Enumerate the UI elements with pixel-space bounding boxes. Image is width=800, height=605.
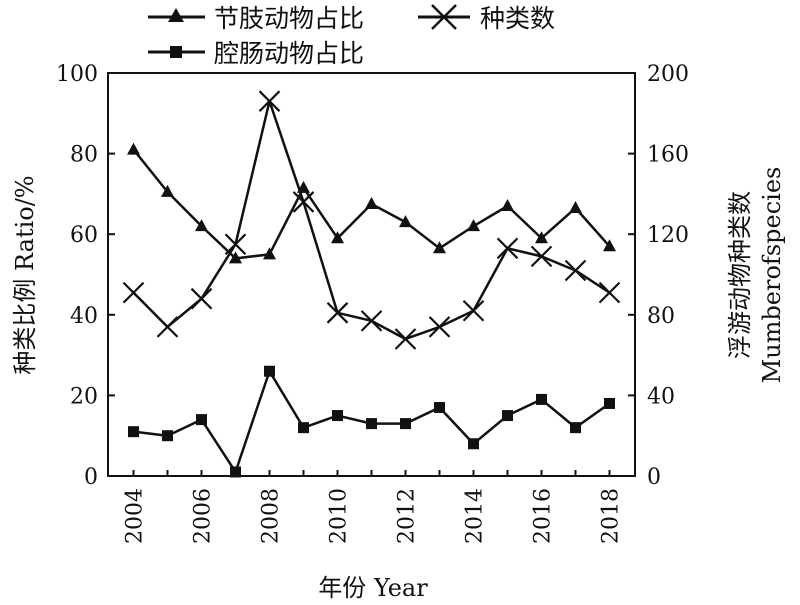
x-tick-label: 2010 — [327, 488, 352, 544]
point-square — [162, 430, 173, 442]
point-square — [570, 422, 581, 434]
x-tick-label: 2008 — [259, 488, 284, 544]
x-tick-label: 2014 — [463, 488, 488, 544]
y2-tick-label: 80 — [647, 304, 675, 329]
point-square — [502, 410, 513, 422]
y-tick-label: 80 — [70, 143, 98, 168]
point-square — [468, 438, 479, 450]
point-x — [496, 237, 519, 260]
y2-axis-label-cn: 浮游动物种类数 — [726, 191, 754, 359]
legend-label-arthropod: 节肢动物占比 — [214, 4, 364, 33]
legend-item-arthropod: 节肢动物占比 — [148, 4, 364, 33]
point-triangle — [195, 219, 208, 232]
point-square — [434, 401, 445, 413]
y2-axis-label-en: Mumberofspecies — [758, 167, 786, 384]
point-triangle — [467, 219, 480, 232]
y2-tick-label: 200 — [647, 62, 689, 87]
legend: 节肢动物占比 种类数 腔肠动物占比 — [148, 4, 555, 68]
point-x — [326, 302, 349, 324]
legend-item-species: 种类数 — [418, 4, 555, 33]
x-tick-label: 2018 — [599, 488, 624, 544]
x-axis-label: 年份 Year — [318, 574, 428, 602]
point-triangle — [127, 142, 140, 155]
point-square — [264, 365, 275, 377]
point-x — [564, 259, 587, 282]
point-square — [332, 410, 343, 422]
point-triangle — [365, 196, 378, 209]
point-square — [400, 418, 411, 430]
point-square — [230, 466, 241, 478]
point-x — [394, 328, 417, 350]
point-triangle — [399, 215, 412, 228]
point-triangle — [501, 198, 514, 211]
point-x — [122, 281, 145, 304]
point-triangle — [263, 247, 276, 260]
y-tick-label: 20 — [70, 384, 98, 409]
point-triangle — [569, 201, 582, 214]
point-x — [530, 245, 553, 268]
legend-item-coelenterate: 腔肠动物占比 — [148, 39, 364, 68]
y-tick-label: 40 — [70, 304, 98, 329]
point-x — [462, 299, 485, 322]
y-tick-label: 100 — [56, 62, 98, 87]
point-square — [196, 414, 207, 426]
x-tick-label: 2012 — [395, 488, 420, 544]
y2-tick-label: 40 — [647, 384, 675, 409]
point-x — [428, 316, 451, 338]
legend-marker-square — [170, 46, 182, 58]
point-triangle — [535, 231, 548, 244]
y2-tick-label: 160 — [647, 143, 689, 168]
plot-area: 0 20 40 60 80 100 0 40 80 120 160 200 2004 2006 2008 20… — [56, 62, 689, 544]
point-x — [224, 233, 247, 256]
point-square — [536, 393, 547, 405]
point-square — [366, 418, 377, 430]
point-triangle — [433, 241, 446, 254]
point-square — [604, 397, 615, 409]
point-square — [298, 422, 309, 434]
y2-tick-label: 120 — [647, 223, 689, 248]
point-x — [190, 287, 213, 310]
point-x — [598, 281, 621, 304]
legend-marker-x — [431, 4, 457, 30]
y2-tick-label: 0 — [647, 465, 661, 490]
legend-label-species: 种类数 — [480, 4, 555, 33]
point-triangle — [331, 231, 344, 244]
x-tick-label: 2004 — [123, 488, 148, 544]
y-tick-label: 0 — [84, 465, 98, 490]
x-tick-label: 2016 — [531, 488, 556, 544]
y-axis-label: 种类比例 Ratio/% — [11, 175, 39, 374]
y-tick-label: 60 — [70, 223, 98, 248]
x-tick-label: 2006 — [191, 488, 216, 544]
point-triangle — [229, 251, 242, 264]
point-x — [156, 316, 179, 338]
point-square — [128, 426, 139, 438]
point-triangle — [603, 239, 616, 252]
plot-frame — [107, 72, 636, 477]
legend-label-coelenterate: 腔肠动物占比 — [214, 39, 364, 68]
legend-marker-triangle — [168, 8, 184, 22]
point-x — [292, 191, 315, 213]
point-x — [258, 90, 281, 112]
point-x — [360, 310, 383, 332]
point-triangle — [161, 184, 174, 197]
